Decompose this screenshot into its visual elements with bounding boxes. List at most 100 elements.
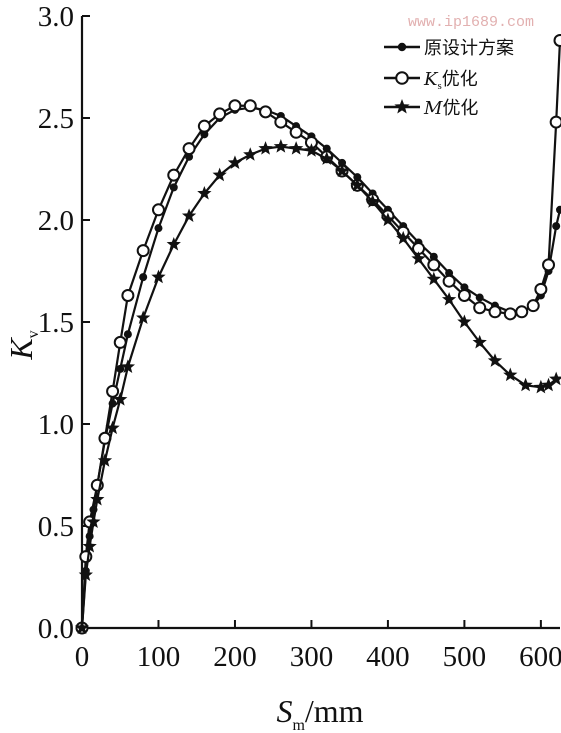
data-point bbox=[426, 271, 441, 286]
data-point bbox=[515, 305, 529, 319]
y-tick-label: 1.5 bbox=[38, 307, 74, 339]
legend-label-ks-sub: s bbox=[437, 80, 441, 92]
data-point bbox=[74, 620, 90, 635]
data-point bbox=[304, 143, 319, 157]
y-tick-label: 1.0 bbox=[38, 409, 74, 441]
data-point bbox=[166, 236, 181, 251]
data-point bbox=[154, 224, 163, 233]
data-point bbox=[258, 141, 273, 155]
x-axis-title-sub: m bbox=[292, 717, 305, 733]
axes: 0.0 0.5 1.0 1.5 2.0 2.5 3.0 0 100 200 300 400 500 600 bbox=[38, 1, 561, 673]
data-point bbox=[427, 258, 441, 272]
data-point bbox=[136, 310, 151, 324]
legend-item-m: M优化 bbox=[384, 98, 478, 119]
data-point bbox=[227, 155, 243, 169]
series-line bbox=[80, 145, 557, 629]
data-point bbox=[169, 183, 178, 192]
data-point bbox=[136, 244, 150, 258]
x-tick-label: 400 bbox=[366, 641, 410, 673]
data-point bbox=[334, 163, 350, 178]
series-line bbox=[80, 106, 561, 629]
data-point bbox=[553, 33, 561, 47]
data-point bbox=[113, 335, 127, 349]
legend-label-m-rest: 优化 bbox=[442, 98, 478, 119]
legend: 原设计方案 Ks优化 M优化 bbox=[384, 38, 514, 119]
legend-label-ks-rest: 优化 bbox=[442, 69, 478, 90]
data-point bbox=[319, 151, 334, 165]
data-point bbox=[121, 288, 135, 302]
data-point bbox=[274, 115, 288, 129]
data-point bbox=[549, 371, 561, 386]
data-point bbox=[167, 168, 181, 182]
data-point bbox=[518, 377, 533, 392]
data-point bbox=[533, 379, 549, 394]
x-tick-label: 200 bbox=[213, 641, 257, 673]
data-point bbox=[457, 288, 471, 302]
data-point bbox=[197, 185, 212, 200]
data-point bbox=[243, 147, 258, 161]
legend-marker-open-circle bbox=[395, 71, 409, 85]
data-point bbox=[441, 292, 457, 306]
y-tick-label: 3.0 bbox=[38, 1, 74, 33]
y-axis-title: Kv bbox=[3, 330, 42, 360]
x-tick-label: 600 bbox=[519, 641, 561, 673]
data-point bbox=[120, 359, 136, 373]
legend-marker-star bbox=[394, 99, 410, 114]
data-point bbox=[151, 269, 166, 284]
data-point bbox=[503, 367, 518, 382]
data-point bbox=[380, 212, 396, 227]
data-point bbox=[457, 314, 472, 329]
data-point bbox=[411, 251, 426, 265]
legend-item-original: 原设计方案 bbox=[384, 38, 514, 59]
legend-item-ks: Ks优化 bbox=[384, 69, 478, 92]
data-point bbox=[289, 141, 304, 155]
series-0 bbox=[78, 103, 561, 632]
data-point bbox=[487, 353, 503, 367]
data-point bbox=[541, 377, 556, 392]
data-point bbox=[113, 392, 128, 406]
data-point bbox=[259, 105, 273, 119]
x-tick-label: 0 bbox=[75, 641, 90, 673]
data-point bbox=[139, 273, 148, 282]
y-tick-label: 2.5 bbox=[38, 103, 74, 135]
x-tick-label: 300 bbox=[290, 641, 334, 673]
data-point bbox=[182, 142, 196, 156]
y-tick-label: 0.0 bbox=[38, 613, 74, 645]
data-point bbox=[526, 299, 540, 313]
y-tick-label: 0.5 bbox=[38, 511, 74, 543]
data-point bbox=[105, 420, 120, 435]
data-point bbox=[534, 282, 548, 296]
data-point bbox=[472, 334, 487, 349]
x-tick-label: 500 bbox=[443, 641, 487, 673]
legend-marker-filled-circle bbox=[397, 42, 407, 52]
y-axis-title-sub: v bbox=[25, 330, 42, 338]
legend-label-ks-main: K bbox=[423, 69, 439, 90]
data-point bbox=[442, 274, 456, 288]
data-point bbox=[549, 115, 561, 129]
data-point bbox=[289, 125, 303, 139]
data-point bbox=[556, 205, 561, 214]
data-point bbox=[243, 99, 257, 113]
data-point bbox=[365, 194, 380, 208]
data-point bbox=[473, 301, 487, 315]
data-point bbox=[488, 305, 502, 319]
series-layer bbox=[74, 33, 561, 635]
x-tick-label: 100 bbox=[137, 641, 181, 673]
x-axis-title-unit: /mm bbox=[305, 693, 364, 729]
data-point bbox=[90, 491, 105, 506]
series-2 bbox=[74, 139, 561, 635]
data-point bbox=[228, 99, 242, 113]
data-point bbox=[197, 119, 211, 133]
legend-label-original: 原设计方案 bbox=[424, 38, 514, 59]
data-point bbox=[213, 107, 227, 121]
data-point bbox=[151, 203, 165, 217]
data-point bbox=[181, 208, 197, 222]
data-point bbox=[212, 167, 227, 182]
data-point bbox=[396, 230, 411, 245]
x-axis-title-main: S bbox=[276, 693, 292, 729]
y-tick-label: 2.0 bbox=[38, 205, 74, 237]
y-axis-title-main: K bbox=[3, 337, 39, 361]
data-point bbox=[475, 293, 484, 302]
data-point bbox=[503, 307, 517, 321]
